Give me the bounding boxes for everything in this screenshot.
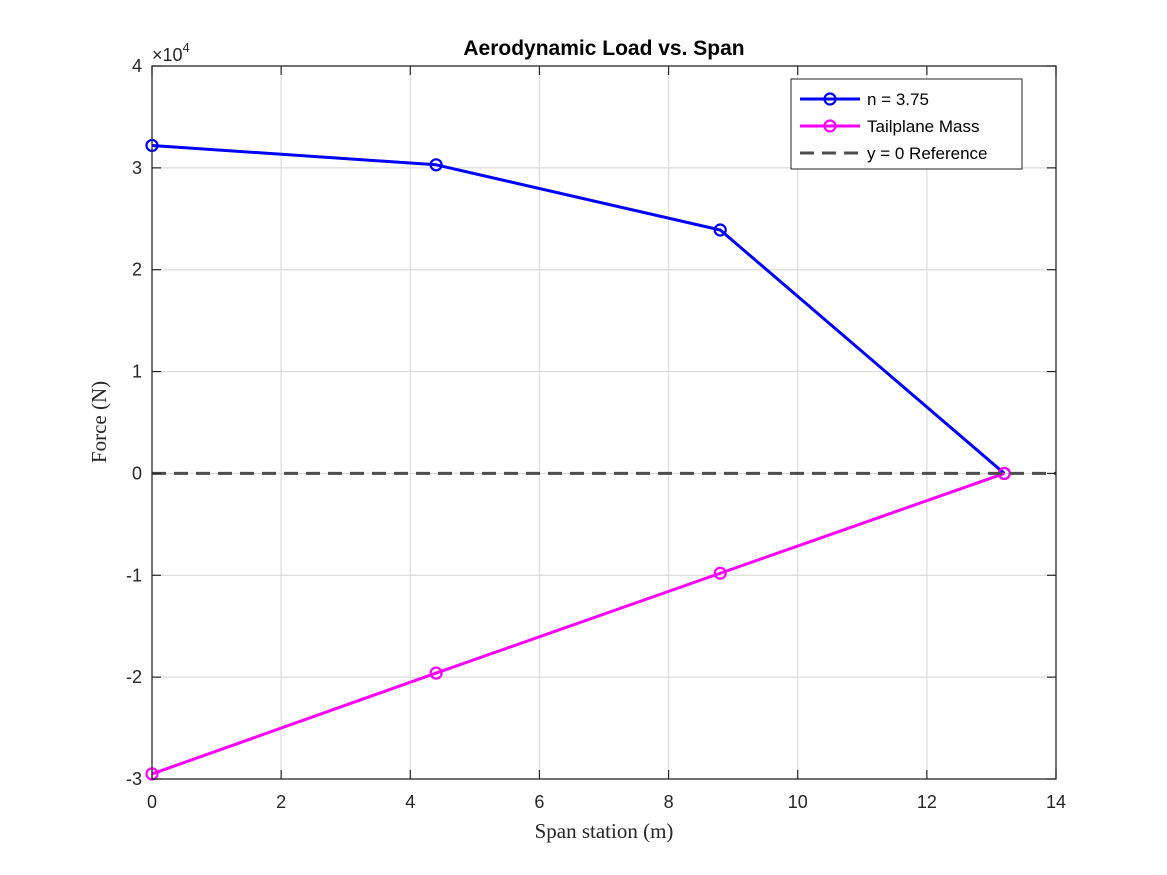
data-point [429,158,443,172]
y-exponent-power: 4 [183,40,190,55]
x-tick-label: 4 [405,792,415,812]
grid [152,66,1056,779]
y-tick-label: 4 [132,56,142,76]
legend-label: y = 0 Reference [867,144,988,163]
legend-item-n-3-75: n = 3.75 [800,90,929,109]
y-exponent-base: ×10 [152,45,183,65]
x-axis-label: Span station (m) [535,819,674,843]
legend-item-tailplane-mass: Tailplane Mass [800,117,979,136]
plot-area [152,66,1056,779]
y-tick-label: -2 [126,667,142,687]
legend-items: n = 3.75 Tailplane Mass y = 0 Reference [800,90,988,163]
y-exponent-label: ×104 [152,40,190,65]
series-line [151,472,1005,776]
x-tick-label: 14 [1046,792,1066,812]
x-tick-label: 10 [788,792,808,812]
y-tick-label: 2 [132,260,142,280]
y-tick-label: -3 [126,769,142,789]
y-tick-label: 1 [132,362,142,382]
x-tick-label: 12 [917,792,937,812]
legend: n = 3.75 Tailplane Mass y = 0 Reference [790,78,1023,170]
y-axis-label: Force (N) [87,381,111,463]
legend-label: n = 3.75 [867,90,929,109]
y-tick-label: 0 [132,463,142,483]
x-tick-label: 2 [276,792,286,812]
legend-marker [823,92,837,106]
ticks [151,65,1057,780]
x-tick-label: 0 [147,792,157,812]
series-line [151,143,1006,475]
data-point [713,223,727,237]
x-tick-label: 6 [534,792,544,812]
y-tick-label: -1 [126,565,142,585]
data-point [713,566,727,580]
chart-title: Aerodynamic Load vs. Span [463,37,744,60]
legend-marker [823,119,837,133]
legend-item-y-0-reference: y = 0 Reference [800,144,988,163]
x-tick-label: 8 [664,792,674,812]
axes-box [151,65,1057,780]
series-layer [145,138,1056,781]
y-tick-label: 3 [132,158,142,178]
data-point [429,666,443,680]
legend-label: Tailplane Mass [867,117,979,136]
